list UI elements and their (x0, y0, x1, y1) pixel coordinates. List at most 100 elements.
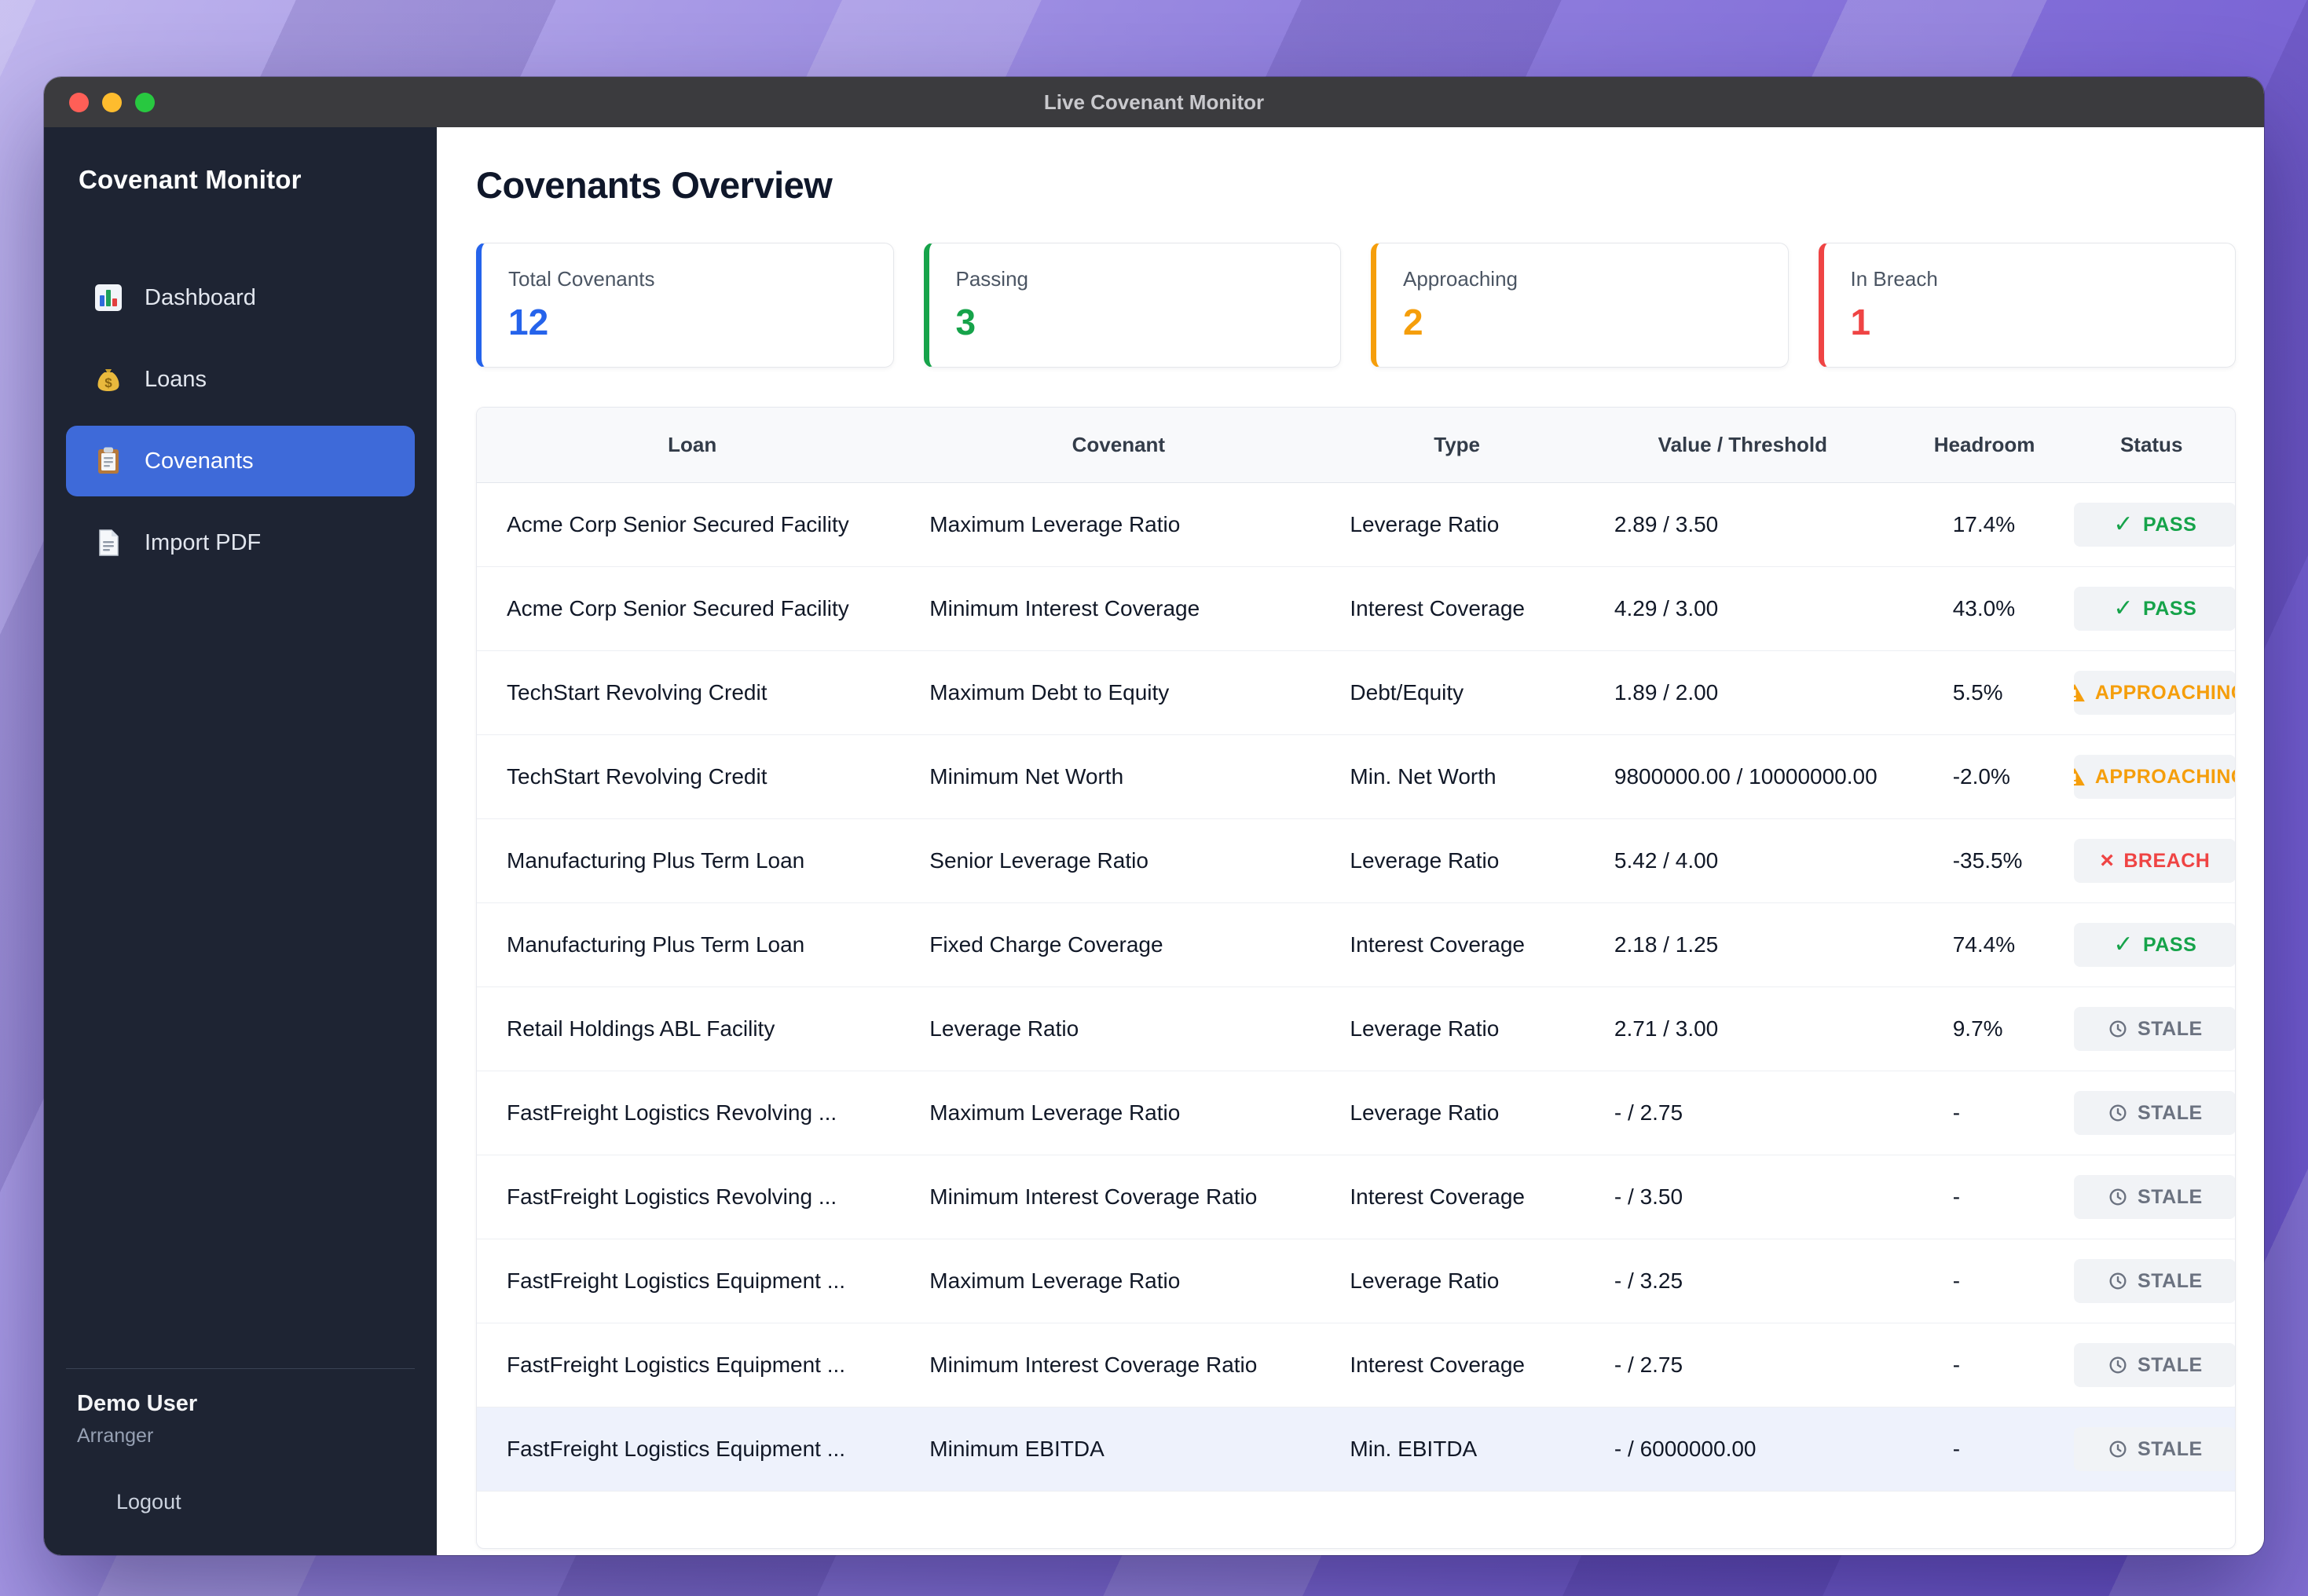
status-label: STALE (2138, 1270, 2203, 1292)
sidebar-divider (66, 1368, 415, 1369)
clock-icon (2109, 1188, 2127, 1206)
table-row[interactable]: Acme Corp Senior Secured Facility Minimu… (477, 566, 2235, 651)
column-header-value-threshold: Value / Threshold (1584, 408, 1901, 483)
table-row[interactable]: Retail Holdings ABL Facility Leverage Ra… (477, 987, 2235, 1071)
clock-icon (2109, 1356, 2127, 1374)
table-row[interactable]: Acme Corp Senior Secured Facility Maximu… (477, 482, 2235, 567)
cell-loan: Retail Holdings ABL Facility (477, 987, 908, 1071)
cell-loan: TechStart Revolving Credit (477, 734, 908, 819)
money-bag-icon: $ (93, 364, 124, 395)
table-row[interactable]: TechStart Revolving Credit Maximum Debt … (477, 650, 2235, 735)
status-label: PASS (2143, 598, 2197, 620)
cell-covenant: Minimum Net Worth (907, 734, 1330, 819)
status-label: PASS (2143, 514, 2197, 536)
column-header-loan: Loan (477, 408, 908, 483)
table-row[interactable]: FastFreight Logistics Revolving ... Maxi… (477, 1071, 2235, 1155)
cell-headroom: - (1900, 1155, 2068, 1239)
cell-type: Leverage Ratio (1329, 818, 1584, 903)
stat-label: Passing (955, 267, 1029, 291)
column-header-status: Status (2068, 408, 2235, 483)
sidebar-item-label: Dashboard (145, 284, 256, 310)
cell-headroom: - (1900, 1071, 2068, 1155)
sidebar-item-label: Covenants (145, 448, 254, 474)
sidebar-item-covenants[interactable]: Covenants (66, 426, 415, 496)
window-titlebar[interactable]: Live Covenant Monitor (44, 77, 2264, 127)
stat-value: 2 (1403, 302, 1423, 342)
cell-type: Min. EBITDA (1329, 1407, 1584, 1492)
status-label: APPROACHING (2094, 682, 2235, 704)
cell-covenant: Minimum Interest Coverage Ratio (907, 1323, 1330, 1407)
cell-loan: Manufacturing Plus Term Loan (477, 818, 908, 903)
stat-label: Total Covenants (508, 267, 655, 291)
warning-icon (2074, 767, 2085, 786)
sidebar: Covenant Monitor Dashboard $ Loans (44, 127, 437, 1555)
status-label: STALE (2138, 1354, 2203, 1376)
status-badge: APPROACHING (2074, 755, 2235, 799)
table-row[interactable]: FastFreight Logistics Revolving ... Mini… (477, 1155, 2235, 1239)
covenant-table: Loan Covenant Type Value / Threshold Hea… (476, 407, 2236, 1549)
minimize-button[interactable] (102, 92, 122, 112)
page-title: Covenants Overview (476, 164, 833, 206)
cell-loan: FastFreight Logistics Revolving ... (477, 1071, 908, 1155)
clock-icon (2109, 1104, 2127, 1122)
status-label: APPROACHING (2094, 766, 2235, 788)
cell-headroom: 9.7% (1900, 987, 2068, 1071)
cell-covenant: Minimum EBITDA (907, 1407, 1330, 1492)
cell-loan: TechStart Revolving Credit (477, 650, 908, 735)
cell-type: Interest Coverage (1329, 566, 1584, 651)
sidebar-item-label: Import PDF (145, 529, 262, 555)
check-icon: ✓ (2113, 932, 2134, 957)
cell-headroom: - (1900, 1323, 2068, 1407)
app-body: Covenant Monitor Dashboard $ Loans (44, 127, 2264, 1555)
column-header-type: Type (1329, 408, 1584, 483)
cell-type: Min. Net Worth (1329, 734, 1584, 819)
column-header-covenant: Covenant (907, 408, 1330, 483)
user-name: Demo User (77, 1391, 198, 1416)
cell-value-threshold: 9800000.00 / 10000000.00 (1584, 734, 1901, 819)
bar-chart-icon (93, 282, 124, 313)
table-row[interactable]: Manufacturing Plus Term Loan Senior Leve… (477, 818, 2235, 903)
status-badge: STALE (2074, 1175, 2235, 1219)
status-badge: STALE (2074, 1343, 2235, 1387)
cell-value-threshold: - / 3.50 (1584, 1155, 1901, 1239)
cell-covenant: Minimum Interest Coverage (907, 566, 1330, 651)
status-label: BREACH (2123, 850, 2211, 872)
status-label: STALE (2138, 1102, 2203, 1124)
sidebar-item-loans[interactable]: $ Loans (66, 344, 415, 415)
cell-value-threshold: 2.18 / 1.25 (1584, 902, 1901, 987)
logout-button[interactable]: Logout (116, 1490, 181, 1514)
status-label: STALE (2138, 1018, 2203, 1040)
close-button[interactable] (69, 92, 89, 112)
cell-covenant: Maximum Leverage Ratio (907, 1071, 1330, 1155)
status-badge: ✓ PASS (2074, 503, 2235, 547)
zoom-button[interactable] (135, 92, 155, 112)
sidebar-item-dashboard[interactable]: Dashboard (66, 262, 415, 333)
stat-card-total-covenants: Total Covenants 12 (476, 243, 894, 368)
cell-covenant: Maximum Leverage Ratio (907, 482, 1330, 567)
status-badge: ✓ PASS (2074, 923, 2235, 967)
status-label: STALE (2138, 1438, 2203, 1460)
check-icon: ✓ (2113, 595, 2134, 621)
stat-label: Approaching (1403, 267, 1518, 291)
cell-loan: Manufacturing Plus Term Loan (477, 902, 908, 987)
window-title: Live Covenant Monitor (1043, 90, 1265, 114)
cell-loan: FastFreight Logistics Equipment ... (477, 1323, 908, 1407)
sidebar-item-label: Loans (145, 366, 207, 392)
x-icon: × (2100, 847, 2115, 873)
stat-cards: Total Covenants 12 Passing 3 Approaching… (476, 243, 2236, 368)
cell-headroom: 74.4% (1900, 902, 2068, 987)
sidebar-item-import-pdf[interactable]: Import PDF (66, 507, 415, 578)
svg-text:$: $ (104, 375, 112, 390)
cell-headroom: - (1900, 1239, 2068, 1323)
table-row[interactable]: FastFreight Logistics Equipment ... Mini… (477, 1323, 2235, 1407)
table-row[interactable]: FastFreight Logistics Equipment ... Maxi… (477, 1239, 2235, 1323)
stat-card-approaching: Approaching 2 (1371, 243, 1789, 368)
check-icon: ✓ (2113, 511, 2134, 537)
status-label: PASS (2143, 934, 2197, 956)
sidebar-nav: Dashboard $ Loans Covenants (44, 262, 437, 578)
cell-value-threshold: 2.89 / 3.50 (1584, 482, 1901, 567)
table-row[interactable]: Manufacturing Plus Term Loan Fixed Charg… (477, 902, 2235, 987)
table-row[interactable]: TechStart Revolving Credit Minimum Net W… (477, 734, 2235, 819)
table-row[interactable]: FastFreight Logistics Equipment ... Mini… (477, 1407, 2235, 1492)
